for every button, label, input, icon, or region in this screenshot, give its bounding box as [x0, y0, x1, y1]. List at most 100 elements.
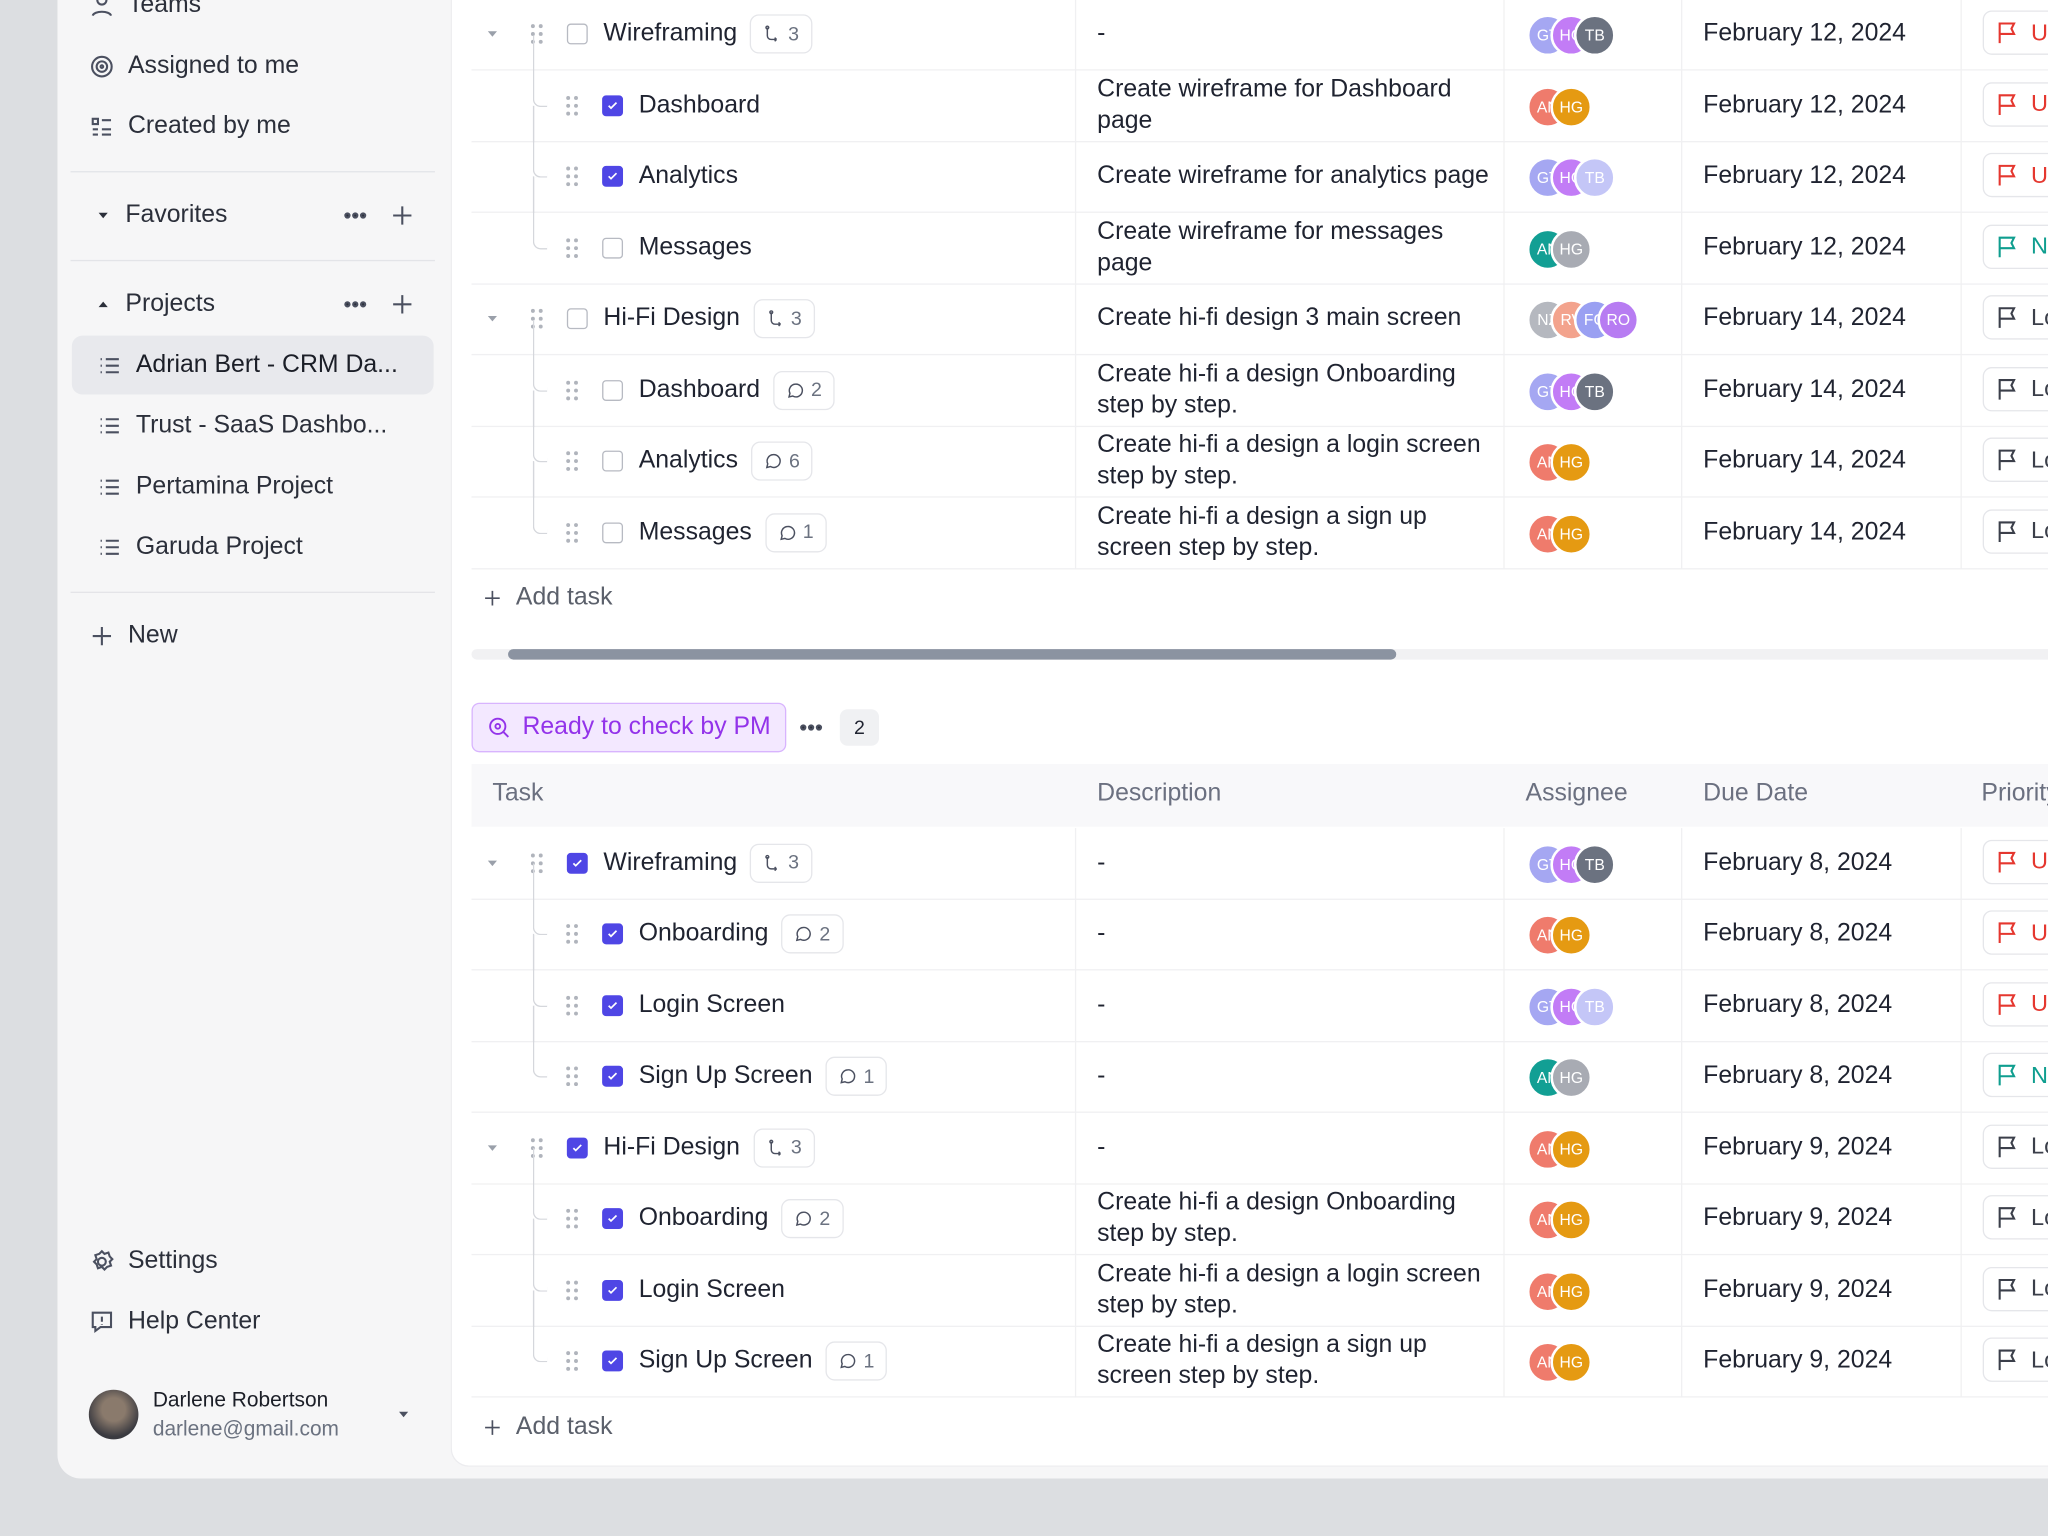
- priority[interactable]: Urgent: [1982, 910, 2048, 955]
- add-task[interactable]: Add task: [482, 584, 612, 613]
- more-button[interactable]: [342, 202, 368, 235]
- nav-item[interactable]: Teams: [89, 0, 201, 31]
- icon: [1998, 1064, 2016, 1086]
- avatar: HG: [1550, 914, 1593, 957]
- more-button[interactable]: [342, 291, 368, 324]
- avatar: TB: [1573, 370, 1616, 413]
- avatar: HG: [1550, 1127, 1593, 1170]
- footer-item[interactable]: Help Center: [89, 1296, 261, 1348]
- checkbox[interactable]: [602, 1279, 624, 1301]
- status-chip[interactable]: Ready to check by PM: [471, 702, 787, 753]
- user-menu[interactable]: [394, 1405, 412, 1430]
- column-separator: [1960, 827, 1962, 900]
- priority[interactable]: Low: [1982, 295, 2048, 340]
- drag-handle[interactable]: [559, 377, 585, 410]
- icon: [768, 1138, 781, 1156]
- add-button[interactable]: [389, 291, 415, 324]
- project-item[interactable]: Garuda Project: [97, 521, 303, 573]
- priority[interactable]: Low: [1982, 1337, 2048, 1382]
- project-item[interactable]: Trust - SaaS Dashbo...: [97, 400, 388, 452]
- project-item[interactable]: Adrian Bert - CRM Da...: [97, 340, 398, 392]
- label: TB: [1584, 854, 1605, 874]
- checkbox[interactable]: [602, 94, 624, 116]
- priority[interactable]: Normal: [1982, 223, 2048, 269]
- priority[interactable]: Low: [1982, 437, 2048, 482]
- tree-connector: [532, 461, 548, 534]
- task-name: Wireframing: [603, 20, 737, 49]
- expand-toggle[interactable]: [483, 854, 501, 879]
- checkbox[interactable]: [602, 1065, 624, 1087]
- icon: [344, 301, 367, 308]
- checkbox[interactable]: [602, 923, 624, 945]
- checkbox[interactable]: [602, 1350, 624, 1372]
- task-cell: Hi-Fi Design 3: [566, 283, 815, 354]
- checkbox[interactable]: [566, 852, 588, 874]
- label: -: [1097, 1133, 1106, 1161]
- add-task[interactable]: Add task: [482, 1413, 612, 1442]
- priority[interactable]: Normal: [1982, 1052, 2048, 1098]
- checkbox[interactable]: [602, 1208, 624, 1230]
- drag-handle[interactable]: [559, 1277, 585, 1310]
- icon: [1998, 1278, 2016, 1299]
- divider: [70, 259, 435, 262]
- checkbox[interactable]: [566, 1136, 588, 1158]
- task-cell: Messages: [602, 212, 752, 283]
- expand-toggle[interactable]: [483, 1138, 501, 1163]
- checkbox[interactable]: [602, 521, 624, 543]
- scrollbar-thumb[interactable]: [508, 649, 1397, 660]
- drag-handle[interactable]: [559, 234, 585, 267]
- checkbox[interactable]: [602, 450, 624, 472]
- drag-handle[interactable]: [559, 1206, 585, 1239]
- project-item[interactable]: Pertamina Project: [97, 461, 333, 513]
- checkbox[interactable]: [566, 308, 588, 330]
- label: February 8, 2024: [1703, 848, 1893, 876]
- priority[interactable]: Low: [1982, 366, 2048, 411]
- checkbox[interactable]: [566, 23, 588, 45]
- column-separator: [1960, 0, 1962, 71]
- icon: [566, 95, 578, 115]
- priority[interactable]: Low: [1982, 1266, 2048, 1311]
- icon: [91, 55, 113, 78]
- priority[interactable]: Urgent: [1982, 152, 2048, 198]
- icon: [100, 479, 119, 495]
- drag-handle[interactable]: [559, 1063, 585, 1096]
- drag-handle[interactable]: [559, 92, 585, 125]
- badge: 1: [825, 1341, 888, 1381]
- drag-handle[interactable]: [559, 448, 585, 481]
- icon: [487, 31, 497, 37]
- section-toggle[interactable]: Favorites: [94, 189, 227, 241]
- expand-toggle[interactable]: [483, 25, 501, 50]
- task-cell: Wireframing 3: [566, 0, 813, 69]
- nav-item[interactable]: Created by me: [89, 101, 291, 153]
- priority[interactable]: Urgent: [1982, 81, 2048, 127]
- priority[interactable]: Low: [1982, 1123, 2048, 1169]
- priority[interactable]: Urgent: [1982, 839, 2048, 884]
- task-row: Hi-Fi Design 3 Create hi-fi design 3 main …: [471, 283, 2048, 356]
- drag-handle[interactable]: [559, 519, 585, 552]
- drag-handle[interactable]: [559, 1348, 585, 1381]
- drag-handle[interactable]: [559, 163, 585, 196]
- add-button[interactable]: [389, 202, 415, 235]
- priority[interactable]: Urgent: [1982, 10, 2048, 55]
- section-toggle[interactable]: Projects: [94, 278, 215, 330]
- icon: [608, 930, 618, 938]
- priority[interactable]: Low: [1982, 508, 2048, 554]
- drag-handle[interactable]: [559, 921, 585, 954]
- table-header: [471, 764, 2048, 827]
- drag-handle[interactable]: [559, 992, 585, 1025]
- new-button[interactable]: New: [89, 610, 178, 662]
- checkbox[interactable]: [602, 994, 624, 1016]
- footer-item[interactable]: Settings: [89, 1236, 218, 1288]
- icon: [100, 358, 119, 374]
- checkbox[interactable]: [602, 237, 624, 258]
- expand-toggle[interactable]: [483, 310, 501, 335]
- nav-item[interactable]: Assigned to me: [89, 40, 299, 92]
- more-button[interactable]: [798, 714, 824, 747]
- task-cell: Onboarding 2: [602, 1183, 844, 1254]
- icon: [1998, 93, 2016, 115]
- checkbox[interactable]: [602, 165, 624, 187]
- priority[interactable]: Urgent: [1982, 981, 2048, 1026]
- priority[interactable]: Low: [1982, 1195, 2048, 1240]
- checkbox[interactable]: [602, 379, 624, 401]
